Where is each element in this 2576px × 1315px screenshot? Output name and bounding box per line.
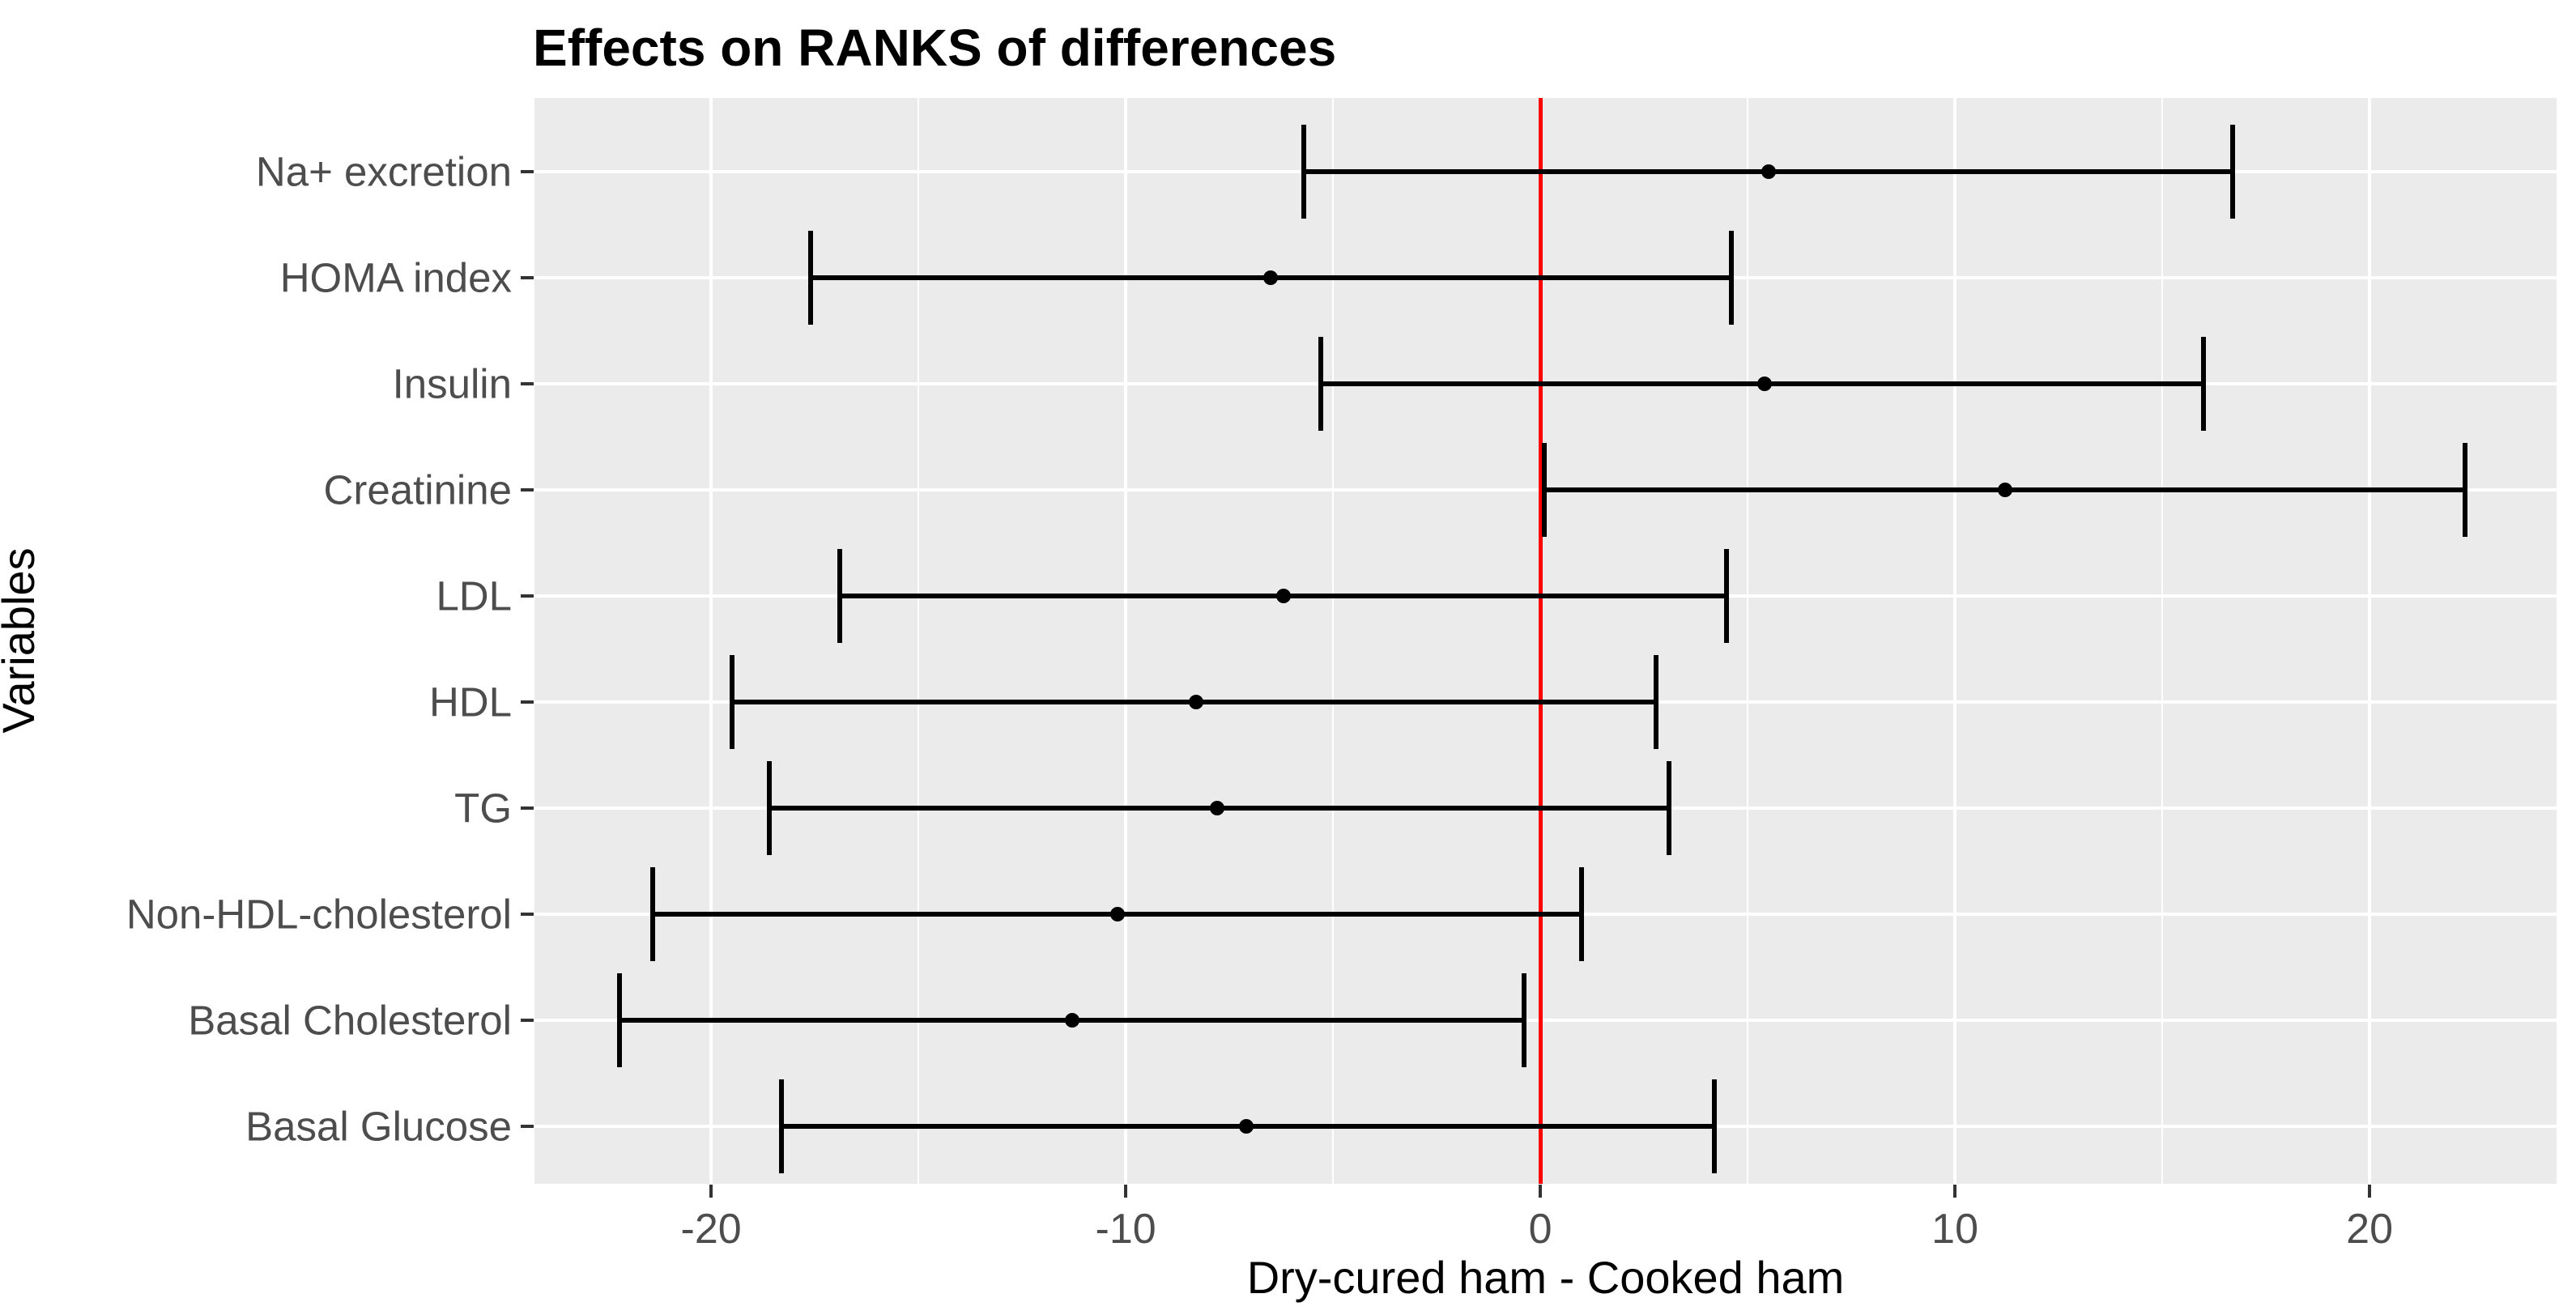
x-gridline-major: [1953, 98, 1957, 1184]
y-tick-label: HDL: [428, 679, 512, 726]
y-tick-label: Creatinine: [323, 466, 512, 513]
plot-panel: [503, 98, 2557, 1184]
y-tick: [521, 382, 534, 385]
chart-title: Effects on RANKS of differences: [533, 19, 1337, 77]
x-tick: [1953, 1185, 1957, 1198]
point-estimate-dot: [1761, 164, 1776, 179]
error-bar-cap-right: [1579, 867, 1585, 961]
x-tick: [1539, 1185, 1543, 1198]
y-tick: [521, 1125, 534, 1128]
error-bar-cap-right: [2230, 125, 2236, 219]
x-tick-label: -10: [1095, 1206, 1156, 1253]
x-gridline-major: [709, 98, 713, 1184]
y-tick: [521, 1019, 534, 1022]
y-tick-label: Insulin: [392, 360, 512, 407]
x-gridline-major: [2368, 98, 2372, 1184]
error-bar-cap-right: [2201, 337, 2207, 431]
x-gridline-major: [1124, 98, 1128, 1184]
point-estimate-dot: [1189, 695, 1204, 709]
y-tick: [521, 276, 534, 279]
x-tick-label: 0: [1528, 1206, 1552, 1253]
error-bar-cap-left: [807, 231, 813, 325]
point-estimate-dot: [1756, 377, 1772, 391]
y-tick: [521, 700, 534, 704]
y-tick-label: HOMA index: [279, 254, 512, 301]
error-bar-cap-left: [650, 867, 656, 961]
point-estimate-dot: [1263, 270, 1279, 285]
x-tick-label: 10: [1931, 1206, 1979, 1253]
x-tick-label: 20: [2346, 1206, 2393, 1253]
y-tick-label: LDL: [436, 572, 512, 619]
error-bar-cap-right: [2462, 443, 2467, 537]
y-tick-label: Basal Cholesterol: [188, 997, 512, 1044]
y-tick-label: Na+ excretion: [255, 148, 512, 195]
y-tick-label: Basal Glucose: [245, 1103, 512, 1150]
error-bar-cap-right: [1521, 973, 1526, 1067]
error-bar-cap-left: [617, 973, 623, 1067]
x-gridline-minor: [1747, 98, 1749, 1184]
error-bar-cap-right: [1654, 655, 1659, 749]
x-tick-label: -20: [680, 1206, 742, 1253]
x-gridline-minor: [2161, 98, 2164, 1184]
y-tick: [521, 806, 534, 810]
y-tick: [521, 170, 534, 173]
y-tick: [521, 594, 534, 598]
error-bar-cap-right: [1712, 1079, 1718, 1173]
x-gridline-minor: [918, 98, 920, 1184]
y-gridline-major: [534, 1019, 2557, 1022]
point-estimate-dot: [1275, 589, 1291, 603]
x-gridline-minor: [503, 98, 505, 1184]
point-estimate-dot: [1238, 1119, 1254, 1134]
x-gridline-minor: [1332, 98, 1335, 1184]
y-tick-label: TG: [454, 785, 512, 832]
y-tick-label: Non-HDL-cholesterol: [126, 891, 512, 938]
error-bar-cap-right: [1728, 231, 1734, 325]
zero-reference-line: [1538, 98, 1543, 1184]
point-estimate-dot: [1209, 801, 1224, 815]
x-tick: [2368, 1185, 2372, 1198]
error-bar-cap-left: [1318, 337, 1323, 431]
y-tick: [521, 488, 534, 492]
point-estimate-dot: [1997, 483, 2012, 497]
error-bar-cap-left: [837, 549, 842, 643]
error-bar-cap-right: [1666, 761, 1671, 855]
error-bar-cap-left: [779, 1079, 785, 1173]
y-tick: [521, 913, 534, 916]
error-bar-cap-left: [1542, 443, 1548, 537]
x-tick: [709, 1185, 713, 1198]
x-axis-title: Dry-cured ham - Cooked ham: [1246, 1252, 1845, 1303]
x-tick: [1124, 1185, 1128, 1198]
point-estimate-dot: [1064, 1013, 1079, 1028]
point-estimate-dot: [1109, 907, 1125, 921]
error-bar-cap-left: [766, 761, 772, 855]
error-bar-cap-left: [1301, 125, 1307, 219]
error-bar-cap-right: [1724, 549, 1730, 643]
error-bar-cap-left: [729, 655, 734, 749]
